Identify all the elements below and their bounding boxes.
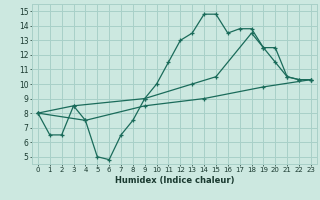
- X-axis label: Humidex (Indice chaleur): Humidex (Indice chaleur): [115, 176, 234, 185]
